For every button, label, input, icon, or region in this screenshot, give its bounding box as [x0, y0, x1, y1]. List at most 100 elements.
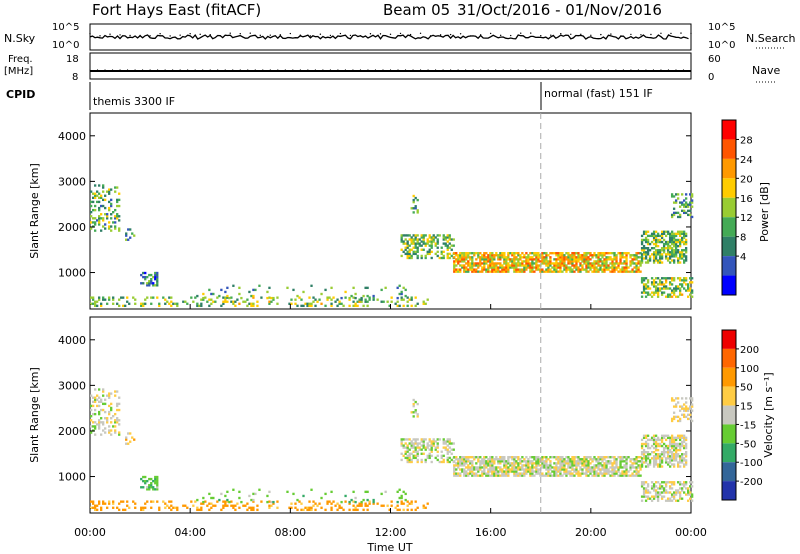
power-cell	[640, 238, 644, 242]
velocity-cell	[517, 472, 520, 475]
power-cell	[640, 234, 644, 238]
power-cell	[646, 281, 650, 284]
velocity-cell	[152, 479, 155, 483]
power-cell	[491, 268, 494, 271]
power-cell	[497, 266, 500, 269]
velocity-cell	[646, 442, 650, 446]
power-cell	[668, 247, 672, 250]
velocity-cell	[573, 470, 576, 473]
power-cell	[236, 298, 239, 301]
velocity-cell	[652, 440, 656, 444]
velocity-cell	[515, 472, 518, 475]
power-cell	[533, 254, 536, 257]
power-cell	[422, 238, 425, 241]
power-cell	[108, 296, 111, 299]
power-cell	[487, 264, 490, 267]
colorbar-swatch	[722, 386, 736, 406]
power-cell	[503, 262, 506, 265]
power-cell	[666, 240, 670, 244]
velocity-cell	[98, 404, 101, 408]
power-cell	[652, 281, 656, 284]
velocity-cell	[521, 474, 524, 477]
velocity-cell	[642, 442, 646, 446]
power-cell	[533, 270, 536, 273]
velocity-cell	[571, 468, 574, 471]
power-cell	[210, 298, 213, 301]
colorbar-swatch	[722, 178, 736, 198]
power-cell	[108, 225, 111, 228]
power-cell	[571, 254, 574, 257]
power-cell	[94, 208, 97, 212]
power-cell	[224, 290, 227, 294]
velocity-cell	[684, 446, 688, 450]
power-cell	[629, 262, 632, 265]
velocity-cell	[654, 440, 658, 444]
velocity-cell	[640, 499, 644, 502]
velocity-cell	[232, 504, 235, 507]
power-cell	[156, 282, 159, 285]
velocity-cell	[567, 456, 570, 459]
power-cell	[300, 304, 303, 308]
velocity-cell	[372, 500, 375, 504]
power-cell	[527, 258, 530, 261]
power-cell	[642, 257, 646, 260]
velocity-cell	[144, 482, 147, 485]
nave-point	[562, 69, 564, 71]
velocity-cell	[434, 448, 437, 451]
velocity-cell	[469, 466, 472, 469]
power-cell	[519, 254, 522, 257]
power-cell	[557, 252, 560, 255]
nsearch-point	[179, 34, 181, 36]
velocity-cell	[625, 458, 628, 461]
power-cell	[290, 302, 293, 305]
velocity-cell	[184, 504, 187, 507]
velocity-cell	[672, 457, 676, 460]
power-cell	[541, 258, 544, 261]
velocity-cell	[660, 491, 664, 494]
power-cell	[448, 236, 451, 239]
power-cell	[656, 289, 660, 292]
power-cell	[442, 254, 445, 258]
power-cell	[226, 294, 229, 298]
velocity-cell	[340, 500, 343, 504]
velocity-cell	[583, 460, 586, 463]
power-cell	[465, 266, 468, 269]
power-cell	[471, 260, 474, 263]
power-cell	[670, 253, 674, 256]
velocity-cell	[660, 487, 664, 490]
velocity-cell	[422, 504, 425, 507]
power-cell	[354, 304, 357, 308]
velocity-cell	[615, 460, 618, 463]
power-cell	[110, 229, 113, 232]
power-cell	[459, 260, 462, 263]
velocity-cell	[595, 466, 598, 469]
power-cell	[406, 304, 409, 308]
velocity-cell	[272, 500, 275, 504]
power-cell	[660, 287, 664, 290]
velocity-cell	[633, 462, 636, 465]
velocity-cell	[90, 394, 93, 397]
velocity-cell	[408, 460, 411, 464]
velocity-cell	[402, 508, 405, 512]
velocity-cell	[593, 458, 596, 461]
power-cell	[90, 215, 93, 218]
velocity-cell	[154, 479, 157, 483]
velocity-cell	[625, 460, 628, 463]
power-cell	[420, 236, 423, 239]
velocity-cell	[507, 458, 510, 461]
power-cell	[412, 200, 415, 204]
power-cell	[98, 296, 101, 299]
velocity-cell	[390, 504, 393, 507]
power-cell	[660, 230, 664, 233]
velocity-cell	[505, 460, 508, 463]
power-cell	[650, 247, 654, 250]
velocity-cell	[541, 458, 544, 461]
power-cell	[515, 262, 518, 265]
velocity-cell	[573, 456, 576, 459]
velocity-cell	[609, 456, 612, 459]
power-cell	[507, 252, 510, 255]
power-cell	[565, 264, 568, 267]
power-cell	[650, 277, 654, 280]
power-cell	[487, 254, 490, 257]
velocity-cell	[650, 495, 654, 498]
